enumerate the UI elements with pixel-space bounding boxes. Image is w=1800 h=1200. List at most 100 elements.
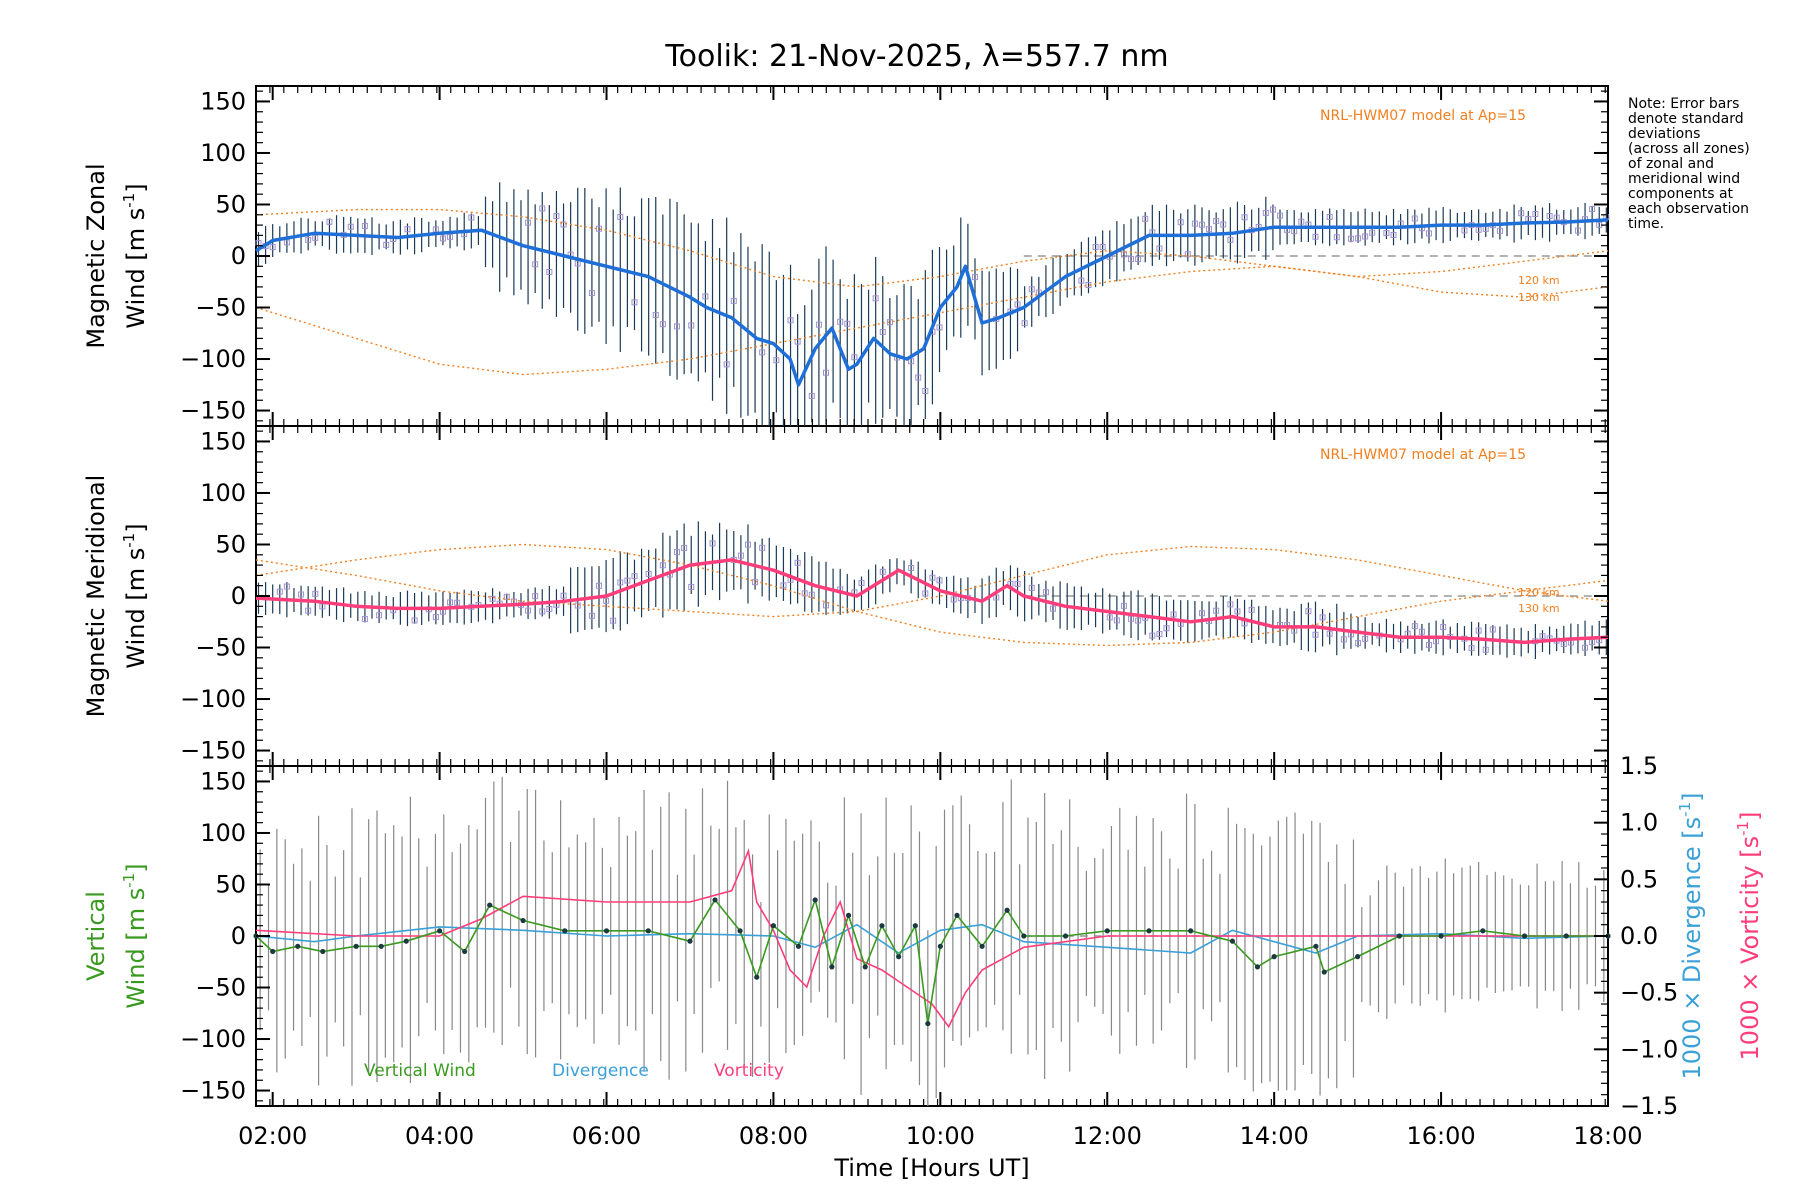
zone-scatter-point bbox=[808, 591, 815, 598]
zone-scatter-point bbox=[468, 214, 475, 221]
zone-scatter-point bbox=[1475, 226, 1482, 233]
zone-scatter-point bbox=[1425, 642, 1432, 649]
right-tick-label: 1.0 bbox=[1620, 809, 1658, 837]
zone-scatter-point bbox=[1411, 623, 1418, 630]
zone-scatter-point bbox=[1383, 230, 1390, 237]
vertical-wind-point bbox=[879, 923, 885, 929]
zone-scatter-point bbox=[1461, 227, 1468, 234]
zone-scatter-point bbox=[1312, 631, 1319, 638]
zone-scatter-point bbox=[1326, 213, 1333, 220]
zone-scatter-point bbox=[326, 218, 333, 225]
zone-scatter-point bbox=[617, 579, 624, 586]
vertical-wind-point bbox=[1146, 928, 1152, 934]
zone-scatter-point bbox=[1553, 214, 1560, 221]
zonal-alt-130: 130 km bbox=[1518, 291, 1560, 304]
zone-scatter-point bbox=[1546, 213, 1553, 220]
vertical-ylabel-line1: Vertical bbox=[82, 891, 110, 981]
zone-scatter-point bbox=[1560, 640, 1567, 647]
zone-scatter-point bbox=[1532, 210, 1539, 217]
zone-scatter-point bbox=[936, 577, 943, 584]
vertical-wind-point bbox=[645, 928, 651, 934]
zone-scatter-point bbox=[610, 617, 617, 624]
note-line: (across all zones) bbox=[1628, 141, 1750, 157]
zone-scatter-point bbox=[659, 562, 666, 569]
note-line: Note: Error bars bbox=[1628, 96, 1739, 112]
y-tick-label: 50 bbox=[215, 190, 246, 218]
vertical-wind-point bbox=[979, 943, 985, 949]
note-line: components at bbox=[1628, 186, 1734, 202]
zone-scatter-point bbox=[298, 591, 305, 598]
zone-scatter-point bbox=[794, 338, 801, 345]
zonal-ylabel-line1: Magnetic Zonal bbox=[82, 163, 110, 348]
vertical-wind-point bbox=[1438, 933, 1444, 939]
vertical-wind-point bbox=[1521, 933, 1528, 939]
zone-scatter-point bbox=[950, 596, 957, 603]
zone-scatter-point bbox=[858, 579, 865, 586]
vertical-wind-point bbox=[812, 897, 818, 903]
zone-scatter-point bbox=[361, 616, 368, 623]
zone-scatter-point bbox=[1362, 233, 1369, 240]
vertical-wind-point bbox=[295, 943, 301, 949]
zone-scatter-point bbox=[1163, 625, 1170, 632]
x-tick-label: 12:00 bbox=[1073, 1122, 1142, 1150]
zone-scatter-point bbox=[879, 568, 886, 575]
y-tick-label: 50 bbox=[215, 870, 246, 898]
vertical-wind-point bbox=[437, 928, 443, 934]
zone-scatter-point bbox=[1113, 617, 1120, 624]
zone-scatter-point bbox=[1227, 601, 1234, 608]
zone-scatter-point bbox=[525, 219, 532, 226]
zone-scatter-point bbox=[439, 235, 446, 242]
zone-scatter-point bbox=[1582, 644, 1589, 651]
vertical-wind-point bbox=[1396, 933, 1402, 939]
zone-scatter-point bbox=[1028, 584, 1035, 591]
x-tick-label: 06:00 bbox=[572, 1122, 641, 1150]
zone-scatter-point bbox=[922, 387, 929, 394]
zone-scatter-point bbox=[723, 361, 730, 368]
zone-scatter-point bbox=[1128, 615, 1135, 622]
zone-scatter-point bbox=[1305, 608, 1312, 615]
y-tick-label: −150 bbox=[180, 737, 246, 765]
vertical-wind-point bbox=[829, 964, 835, 970]
zone-scatter-point bbox=[652, 312, 659, 319]
x-tick-label: 08:00 bbox=[739, 1122, 808, 1150]
zone-scatter-point bbox=[1170, 611, 1177, 618]
zone-scatter-point bbox=[872, 295, 879, 302]
zone-scatter-point bbox=[1496, 227, 1503, 234]
zone-scatter-point bbox=[1369, 229, 1376, 236]
x-tick-label: 14:00 bbox=[1240, 1122, 1309, 1150]
y-tick-label: 100 bbox=[200, 819, 246, 847]
zone-scatter-point bbox=[1440, 624, 1447, 631]
zone-scatter-point bbox=[759, 349, 766, 356]
zone-scatter-point bbox=[1028, 286, 1035, 293]
zone-scatter-point bbox=[709, 540, 716, 547]
zone-scatter-point bbox=[744, 541, 751, 548]
right-tick-label: −1.5 bbox=[1620, 1092, 1678, 1120]
zone-scatter-point bbox=[1489, 626, 1496, 633]
zone-scatter-point bbox=[411, 617, 418, 624]
zone-scatter-point bbox=[283, 239, 290, 246]
zone-scatter-point bbox=[808, 392, 815, 399]
zone-scatter-point bbox=[1589, 206, 1596, 213]
y-tick-label: −100 bbox=[180, 345, 246, 373]
zone-scatter-point bbox=[688, 583, 695, 590]
zone-scatter-point bbox=[1333, 234, 1340, 241]
meridional-ylabel-line1: Magnetic Meridional bbox=[82, 475, 110, 718]
zone-scatter-point bbox=[1206, 226, 1213, 233]
vertical-wind-point bbox=[603, 928, 610, 934]
vertical-wind-point bbox=[1104, 928, 1110, 934]
vertical-wind-point bbox=[712, 897, 718, 903]
zone-scatter-point bbox=[312, 590, 319, 597]
zone-scatter-point bbox=[532, 593, 539, 600]
zone-scatter-point bbox=[1142, 215, 1149, 222]
vertical-wind-point bbox=[403, 938, 409, 944]
zone-scatter-point bbox=[305, 236, 312, 243]
zonal-mean-line bbox=[255, 218, 1609, 387]
zone-scatter-point bbox=[1078, 277, 1085, 284]
y-tick-label: −50 bbox=[195, 294, 246, 322]
zone-scatter-point bbox=[432, 614, 439, 621]
zone-scatter-point bbox=[1248, 606, 1255, 613]
zone-scatter-point bbox=[596, 582, 603, 589]
vertical-wind-point bbox=[912, 923, 918, 929]
zone-scatter-point bbox=[1326, 630, 1333, 637]
